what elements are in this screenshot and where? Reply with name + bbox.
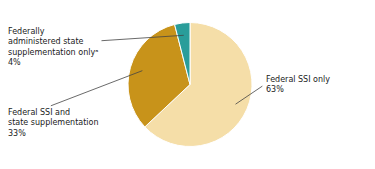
- svg-text:Federal SSI andstate supplemen: Federal SSI andstate supplementation33%: [8, 108, 99, 138]
- svg-text:Federal SSI only63%: Federal SSI only63%: [266, 75, 330, 94]
- svg-text:Federallyadministered statesup: Federallyadministered statesupplementati…: [8, 27, 98, 67]
